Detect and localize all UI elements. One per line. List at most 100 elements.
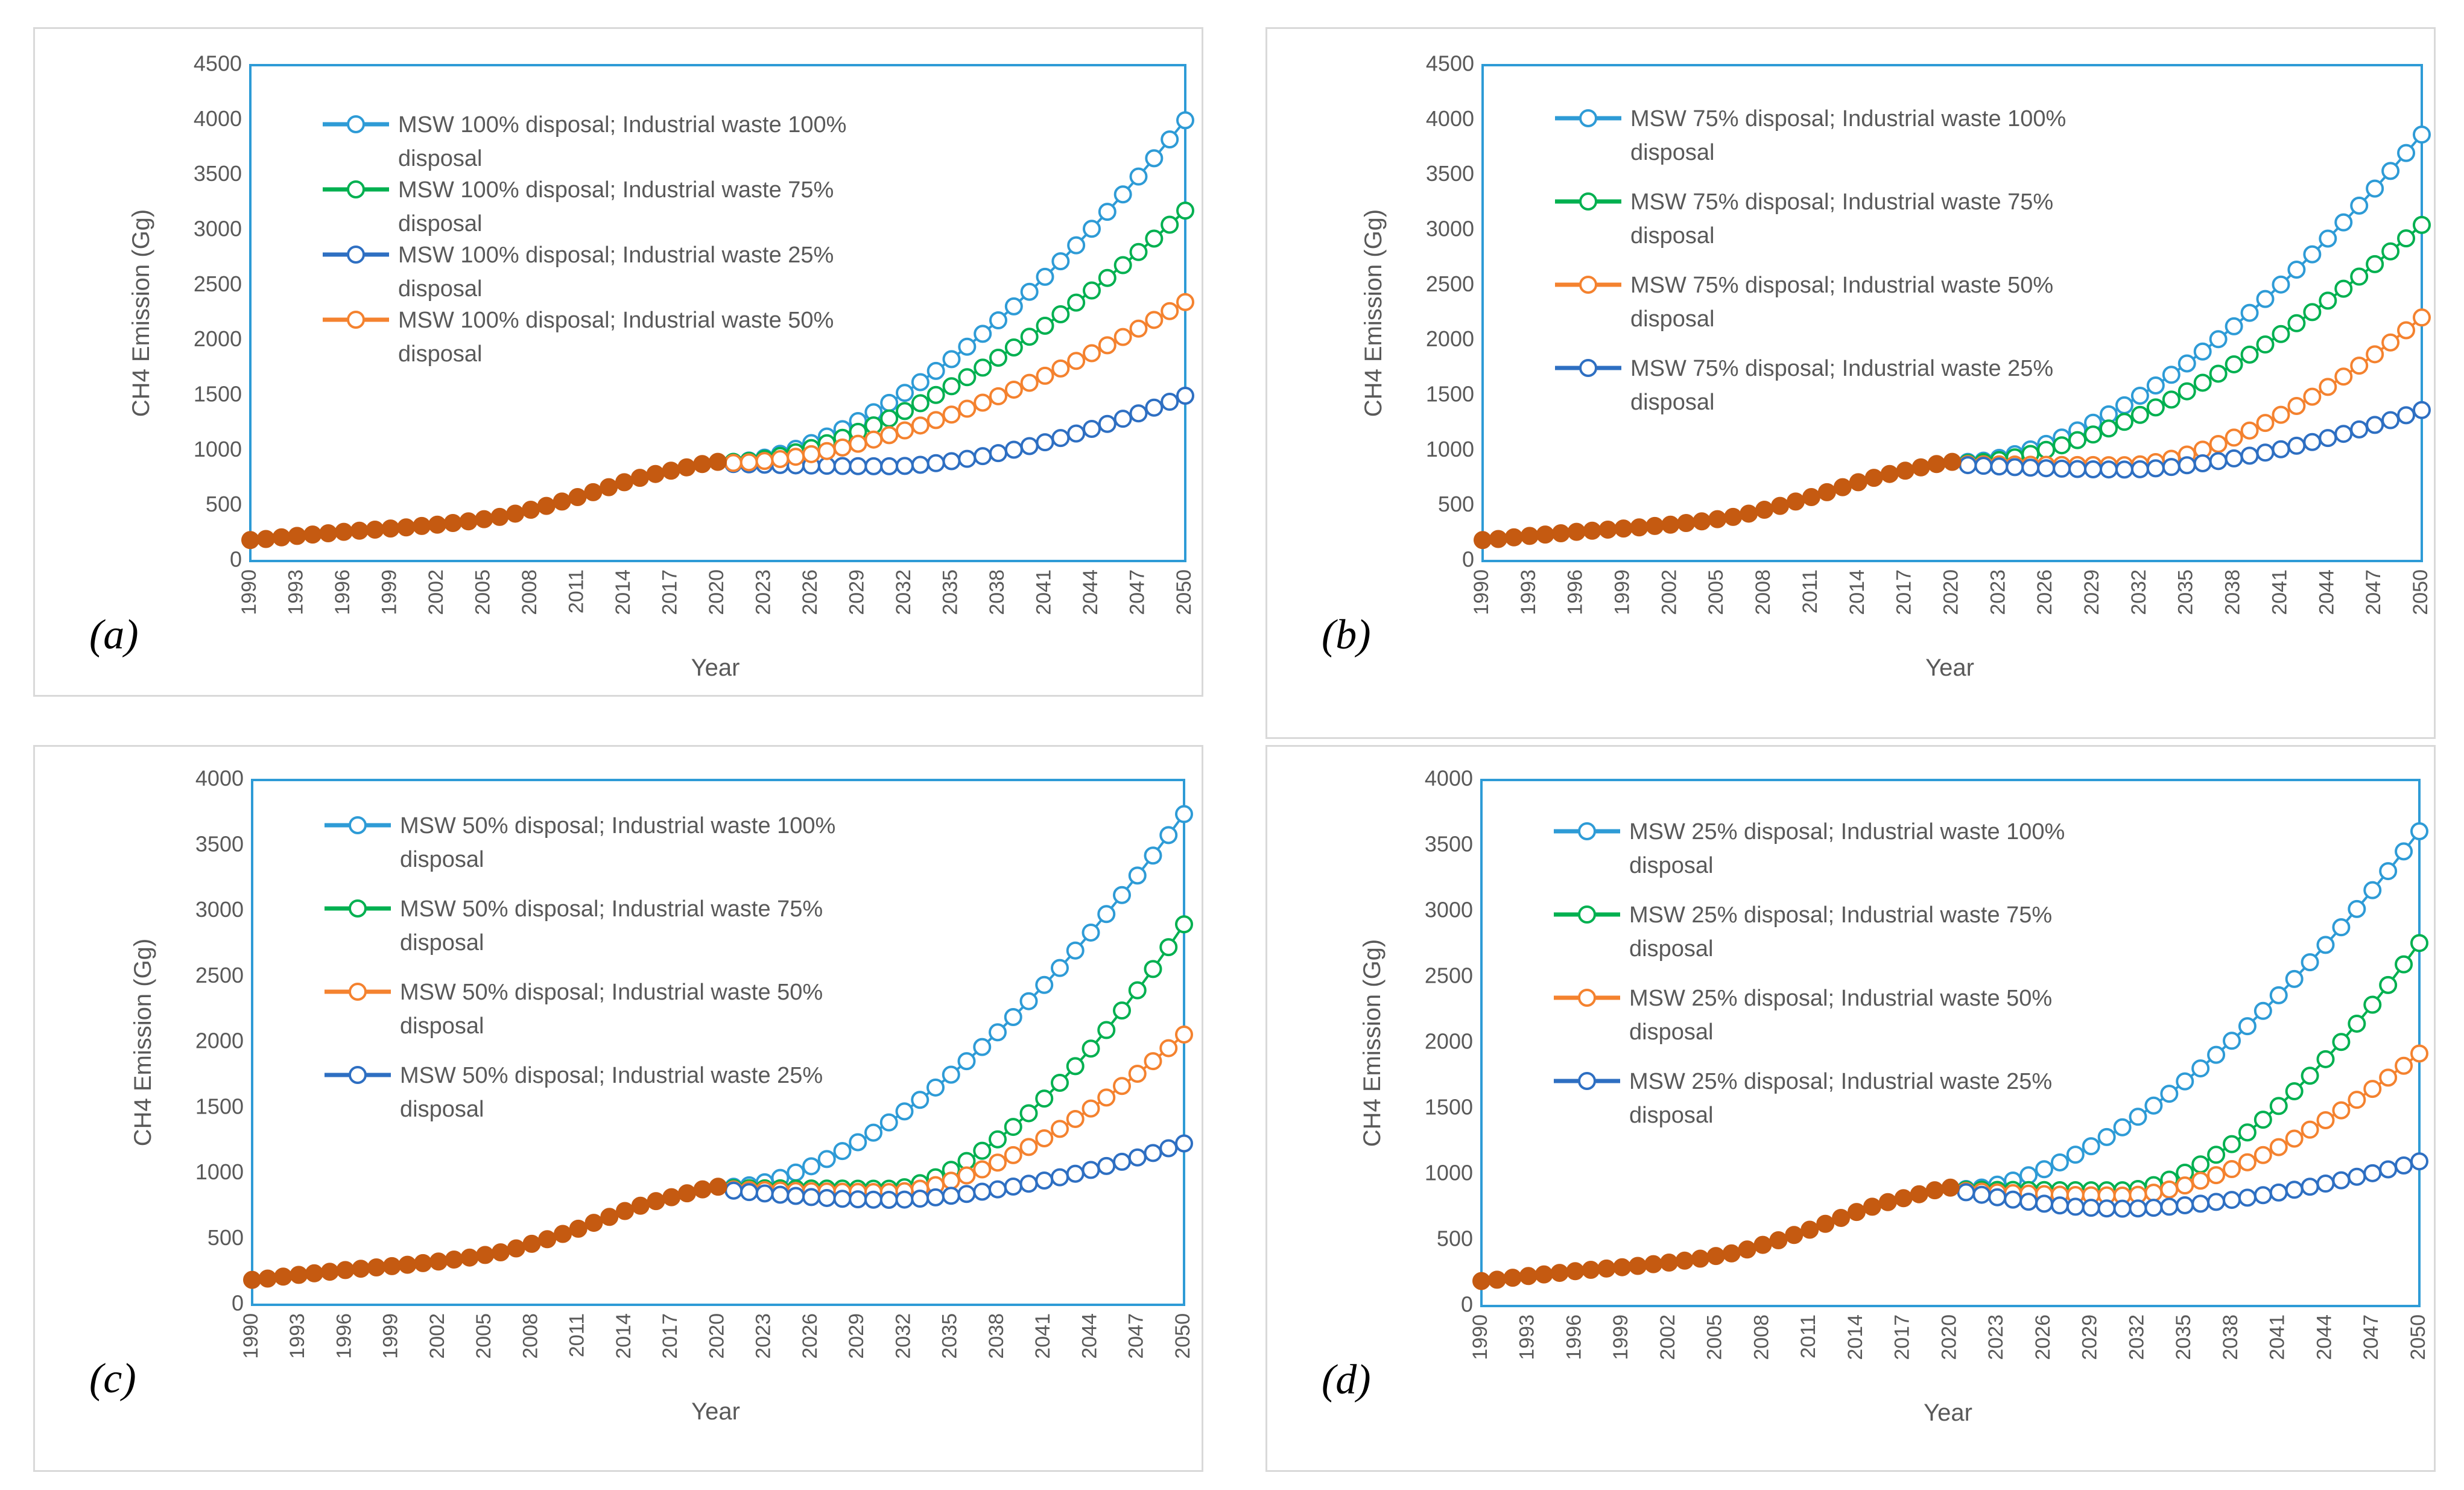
x-tick-label: 2047 [1126,569,1148,615]
series-point [1144,1052,1162,1071]
series-point [1129,404,1148,423]
series-point [1051,429,1070,448]
x-tick-label: 2020 [1937,1314,1960,1360]
series-point [2100,460,2118,479]
x-tick-label: 1990 [1469,1314,1492,1360]
historical-point [1802,488,1820,507]
series-point [989,348,1007,367]
series-point [2225,449,2243,468]
series-point [1113,1152,1131,1171]
y-tick-label: 2000 [194,326,242,351]
series-point [1098,268,1116,287]
historical-point [381,519,400,538]
series-point [1957,1183,1975,1202]
series-point [1051,959,1069,977]
series-point [2303,387,2322,406]
historical-point [709,452,727,471]
y-tick-label: 1500 [195,1094,244,1118]
historical-point [336,1261,355,1279]
x-tick-label: 2035 [939,1313,961,1359]
historical-point [693,455,712,474]
series-point [2381,162,2400,180]
x-tick-label: 2026 [799,1313,822,1359]
series-point [2129,1108,2147,1126]
series-point [1113,185,1132,204]
historical-point [398,1255,417,1274]
series-point [2129,1199,2147,1218]
series-point [1159,1139,1178,1158]
historical-point [1503,1269,1522,1287]
historical-point [350,521,369,540]
series-point [1176,111,1194,130]
historical-point [460,1248,479,1267]
y-tick-label: 3500 [194,161,242,186]
series-point [771,1185,790,1204]
series-point [989,311,1007,330]
historical-point [538,1230,557,1249]
historical-point [647,1192,665,1211]
legend-swatch-marker [347,180,365,198]
historical-point [1769,1231,1788,1249]
series-point [2223,1191,2241,1209]
series-point [1083,419,1101,438]
series-point [1035,975,1054,994]
series-point [2272,275,2290,294]
x-tick-label: 2029 [845,1313,868,1359]
series-point [2207,1045,2226,1064]
x-tick-label: 2005 [1705,569,1728,615]
series-point [2334,425,2353,443]
x-tick-label: 2017 [1893,569,1916,615]
historical-point [1755,501,1774,519]
series-point [911,1091,930,1109]
series-point [2097,1199,2116,1218]
series-point [833,457,852,475]
y-tick-label: 1000 [1426,437,1474,461]
plot-area-a [249,64,1186,562]
series-point [2397,229,2416,248]
x-tick-label: 1990 [1470,569,1493,615]
x-tick-label: 1990 [238,569,261,615]
historical-point [303,525,322,544]
legend-swatch-marker [1578,905,1596,924]
series-point [2193,342,2212,361]
series-point [2037,440,2056,459]
series-point [2316,936,2335,954]
x-tick-label: 2017 [1891,1314,1914,1360]
series-point [1004,338,1023,357]
x-tick-label: 2008 [1752,569,1775,615]
series-line-1 [1952,133,2423,463]
x-tick-label: 2023 [1986,569,2009,615]
series-point [1145,229,1164,248]
historical-point [1566,1262,1585,1281]
series-point [2223,1032,2241,1050]
series-point [942,1065,960,1084]
historical-point [522,1234,541,1253]
series-point [2238,1153,2257,1171]
series-point [2366,179,2384,198]
series-point [973,1038,992,1056]
series-point [2348,1014,2366,1033]
series-point [1066,941,1085,960]
series-point [740,1183,758,1202]
series-point [2082,1137,2100,1156]
y-tick-label: 1000 [1425,1161,1473,1185]
legend-swatch-marker [1579,276,1597,294]
historical-point [1832,1208,1851,1227]
historical-point [1644,1255,1663,1273]
historical-point [445,1250,463,1269]
chart-panel-c: 0 500 1000 1500 2000 2500 3000 3500 4000 1990 1993… [33,745,1203,1472]
series-point [2130,387,2149,405]
x-tick-label: 2032 [2125,1314,2148,1360]
series-point [2413,215,2431,234]
series-point [2240,303,2259,322]
historical-point [1800,1220,1819,1239]
series-point [2253,1001,2272,1020]
historical-point [1724,507,1743,526]
y-tick-label: 3500 [1426,161,1474,186]
series-point [1113,410,1132,428]
series-point [879,1191,898,1209]
series-point [2082,1199,2100,1217]
x-tick-label: 1999 [1609,1314,1632,1360]
series-point [974,325,992,343]
series-point [2209,452,2228,471]
